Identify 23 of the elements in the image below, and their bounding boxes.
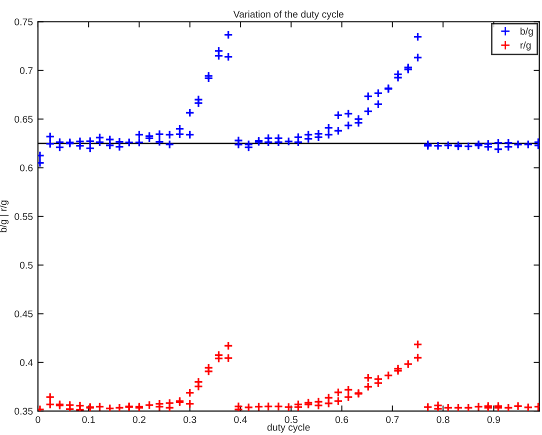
y-tick-label: 0.55 [14,213,33,220]
y-tick-label: 0.7 [20,67,33,74]
x-tick-label: 0.3 [183,416,196,424]
x-axis-title: duty cycle [267,424,310,433]
x-tick-label: 0.4 [234,416,247,424]
y-tick-label: 0.45 [14,310,33,318]
x-tick-label: 0 [36,416,40,424]
y-tick-label: 0.65 [14,116,33,123]
x-tick-label: 0.7 [386,416,399,424]
y-tick-label: 0.5 [20,262,33,269]
x-tick-label: 0.8 [436,416,450,424]
x-tick-label: 0.9 [487,416,500,424]
x-tick-label: 0.6 [335,416,348,424]
x-tick-label: 0.2 [132,416,146,424]
y-tick-label: 0.4 [20,359,33,366]
legend-label: r/g [520,42,531,51]
y-tick-label: 0.75 [14,18,33,26]
x-tick-label: 0.5 [284,416,298,424]
y-tick-label: 0.35 [14,408,33,415]
x-tick-label: 0.1 [82,416,95,424]
legend-label: b/g [520,28,533,37]
y-tick-label: 0.6 [20,164,33,172]
chart-title: Variation of the duty cycle [233,10,344,20]
